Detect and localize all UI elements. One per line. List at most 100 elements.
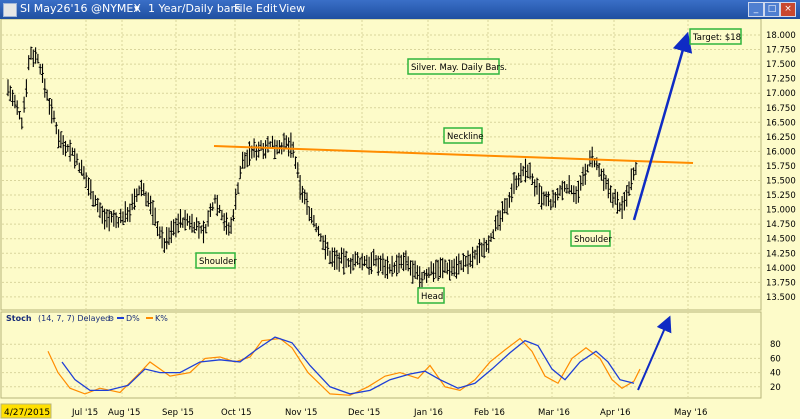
price-bar bbox=[599, 168, 603, 181]
price-bar bbox=[45, 89, 49, 101]
price-bar bbox=[560, 180, 564, 201]
price-bar bbox=[75, 153, 79, 166]
target-label-text: Target: $18 bbox=[692, 33, 741, 43]
price-bar bbox=[576, 180, 580, 203]
time-tick-label: Oct '15 bbox=[221, 408, 252, 418]
price-bar bbox=[167, 227, 171, 246]
price-bar bbox=[227, 222, 231, 236]
price-bar bbox=[8, 85, 12, 102]
price-bar bbox=[528, 162, 532, 180]
price-tick-label: 16.250 bbox=[766, 133, 796, 143]
price-bar bbox=[346, 258, 350, 268]
menu-edit[interactable]: Edit bbox=[256, 2, 278, 15]
price-bar bbox=[208, 203, 212, 217]
price-bar bbox=[505, 197, 509, 215]
price-tick-label: 16.500 bbox=[766, 118, 796, 128]
timeframe-label[interactable]: 1 Year/Daily bars bbox=[148, 2, 241, 15]
price-bar bbox=[473, 249, 477, 260]
price-bar bbox=[540, 186, 544, 210]
k-legend-label: K% bbox=[155, 314, 168, 323]
price-bar bbox=[146, 192, 150, 207]
price-bar bbox=[422, 270, 426, 280]
time-axis: Jul '15 Aug '15 Sep '15 Oct '15 Nov '15 Dec '… bbox=[71, 408, 707, 418]
stoch-axis: 80 60 40 20 bbox=[770, 340, 781, 393]
price-bar bbox=[613, 188, 617, 205]
price-bar bbox=[114, 212, 118, 229]
price-bar bbox=[434, 259, 438, 279]
price-bar bbox=[66, 144, 70, 152]
price-bar bbox=[89, 179, 93, 200]
price-bar bbox=[328, 250, 332, 265]
price-bar bbox=[289, 132, 293, 158]
price-bar bbox=[402, 252, 406, 272]
price-bar bbox=[549, 198, 553, 211]
price-bar bbox=[172, 219, 176, 236]
menu-view[interactable]: View bbox=[279, 2, 306, 15]
time-grid bbox=[85, 20, 689, 397]
price-bar bbox=[236, 182, 240, 194]
stoch-header[interactable]: Stoch (14, 7, 7) Delayed ⚙ D% K% bbox=[6, 314, 168, 323]
price-bar bbox=[70, 147, 74, 156]
price-tick-label: 17.500 bbox=[766, 60, 796, 70]
price-bar bbox=[425, 268, 429, 283]
price-bar bbox=[87, 177, 90, 196]
price-bar bbox=[558, 185, 562, 197]
price-bar bbox=[112, 209, 116, 227]
price-bar bbox=[34, 47, 38, 64]
stoch-k-line bbox=[47, 337, 641, 396]
price-bar bbox=[206, 210, 210, 227]
menu-file[interactable]: File bbox=[234, 2, 253, 15]
price-bar bbox=[24, 79, 28, 98]
price-bar bbox=[80, 159, 84, 176]
price-bar bbox=[367, 256, 371, 275]
price-bar bbox=[535, 177, 539, 195]
stoch-d-line bbox=[61, 336, 635, 395]
price-bar bbox=[622, 191, 626, 211]
price-bars bbox=[6, 46, 638, 290]
price-bar bbox=[105, 209, 109, 228]
price-bar bbox=[96, 197, 100, 213]
minimize-button[interactable]: _ bbox=[748, 2, 764, 17]
symbol-dropdown-icon[interactable]: ▾ bbox=[134, 2, 140, 15]
price-bar bbox=[153, 207, 157, 227]
price-bar bbox=[478, 239, 481, 264]
close-button[interactable]: × bbox=[780, 2, 796, 17]
price-bar bbox=[61, 135, 65, 155]
price-bar bbox=[326, 241, 330, 256]
price-tick-label: 14.000 bbox=[766, 264, 796, 274]
price-bar bbox=[503, 198, 507, 214]
price-bar bbox=[482, 237, 486, 259]
price-bar bbox=[330, 247, 334, 267]
left-shoulder-label: Shoulder bbox=[195, 252, 237, 269]
price-bar bbox=[344, 250, 348, 268]
price-bar bbox=[468, 253, 472, 267]
price-bar bbox=[521, 165, 525, 177]
stoch-settings-icon[interactable]: ⚙ bbox=[108, 315, 114, 323]
price-bar bbox=[128, 203, 132, 223]
price-bar bbox=[82, 166, 86, 180]
stoch-tick-label: 80 bbox=[770, 340, 781, 350]
price-bar bbox=[317, 225, 320, 237]
price-bar bbox=[353, 251, 357, 267]
title-bar[interactable]: SI May26'16 @NYMEX ▾ 1 Year/Daily bars F… bbox=[0, 0, 800, 19]
price-bar bbox=[415, 265, 419, 280]
price-bar bbox=[409, 260, 412, 276]
price-bar bbox=[629, 168, 633, 191]
price-bar bbox=[349, 257, 353, 274]
maximize-button[interactable]: □ bbox=[764, 2, 780, 17]
price-bar bbox=[461, 253, 465, 272]
neckline-label: Neckline bbox=[443, 127, 484, 144]
price-bar bbox=[116, 216, 120, 228]
price-bar bbox=[84, 172, 88, 188]
price-bar bbox=[471, 246, 475, 269]
price-bar bbox=[215, 194, 219, 217]
price-bar bbox=[211, 202, 215, 211]
price-bar bbox=[457, 253, 461, 275]
price-bar bbox=[429, 261, 433, 276]
price-bar bbox=[609, 185, 613, 203]
price-bar bbox=[103, 208, 107, 230]
price-bar bbox=[204, 224, 208, 234]
price-bar bbox=[547, 191, 550, 207]
price-bar bbox=[50, 98, 54, 124]
price-bar bbox=[199, 225, 203, 234]
